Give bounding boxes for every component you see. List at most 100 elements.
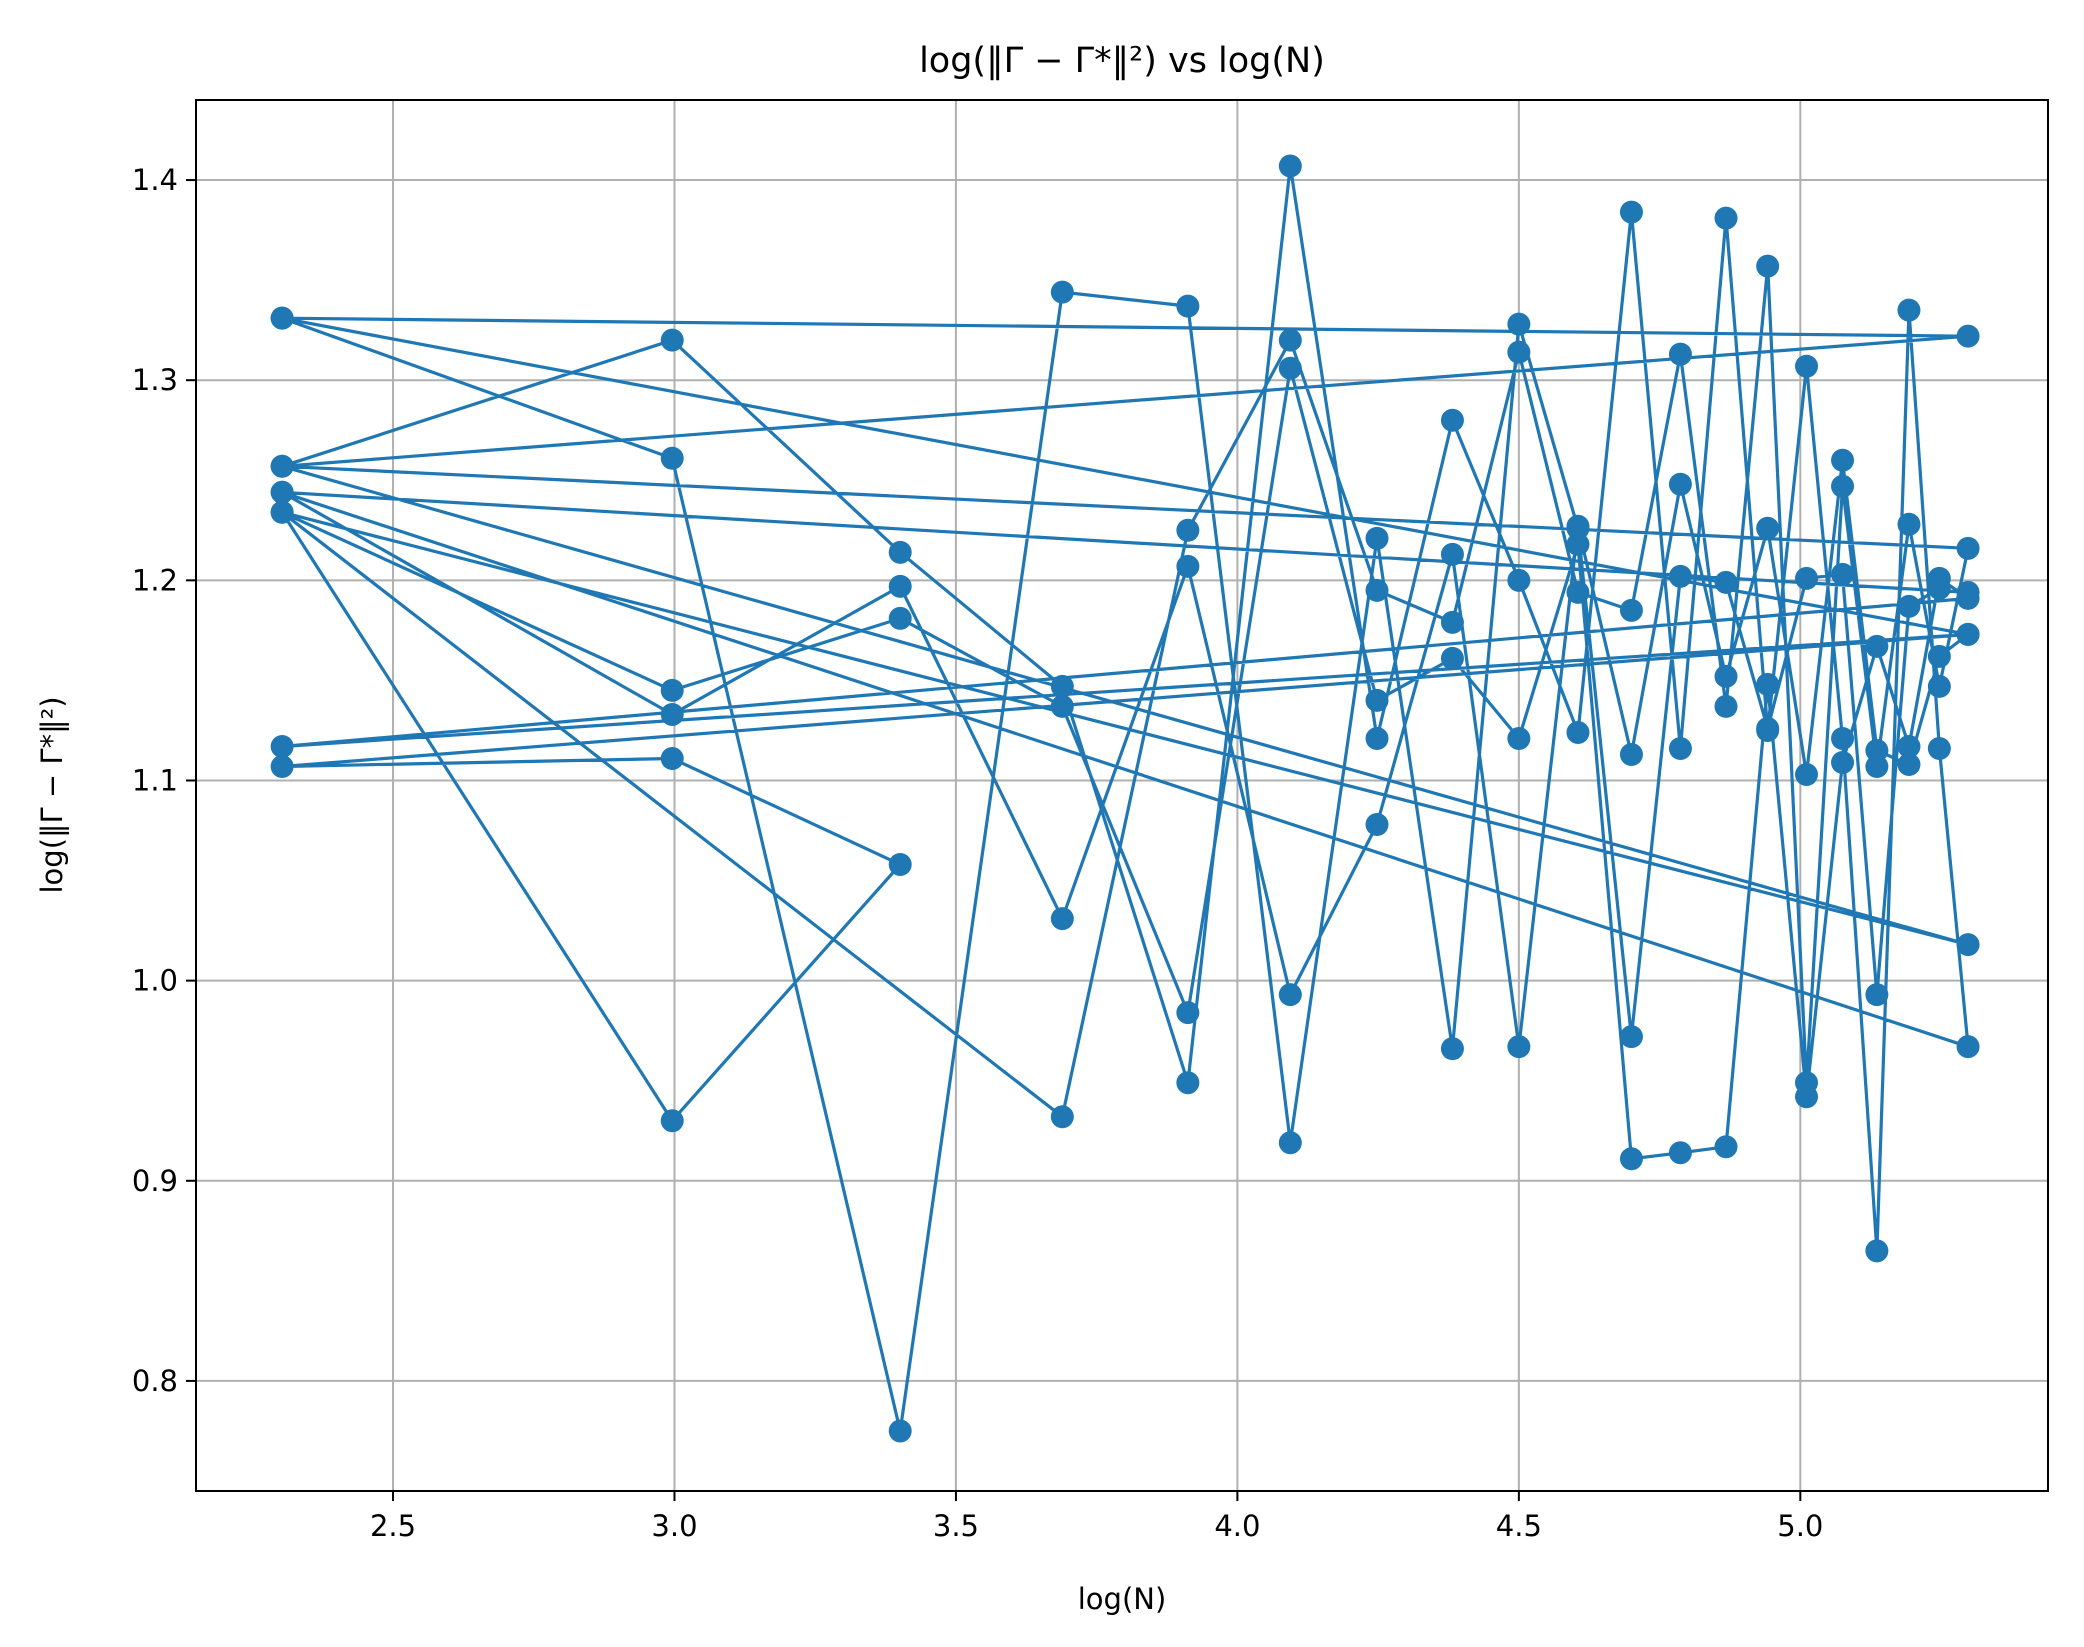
data-point bbox=[1865, 738, 1889, 762]
x-tick-label: 4.5 bbox=[1496, 1509, 1542, 1543]
data-point bbox=[1956, 536, 1980, 560]
data-point bbox=[1831, 562, 1855, 586]
data-point bbox=[1831, 448, 1855, 472]
data-point bbox=[1831, 474, 1855, 498]
data-point bbox=[1440, 610, 1464, 634]
data-point bbox=[1619, 200, 1643, 224]
data-point bbox=[270, 480, 294, 504]
data-point bbox=[888, 540, 912, 564]
data-point bbox=[1278, 328, 1302, 352]
data-point bbox=[1714, 694, 1738, 718]
data-point bbox=[1507, 726, 1531, 750]
data-point bbox=[1050, 674, 1074, 698]
data-point bbox=[888, 853, 912, 877]
data-point bbox=[1050, 694, 1074, 718]
data-point bbox=[660, 446, 684, 470]
data-point bbox=[1956, 324, 1980, 348]
data-point bbox=[1927, 576, 1951, 600]
data-point bbox=[660, 328, 684, 352]
data-point bbox=[1440, 1037, 1464, 1061]
data-point bbox=[270, 306, 294, 330]
y-tick-label: 1.1 bbox=[132, 763, 178, 797]
data-point bbox=[1956, 1035, 1980, 1059]
y-tick-label: 1.3 bbox=[132, 363, 178, 397]
chart-title: log(‖Γ − Γ*‖²) vs log(N) bbox=[919, 41, 1325, 81]
data-point bbox=[1897, 298, 1921, 322]
data-point bbox=[1668, 564, 1692, 588]
x-axis-label: log(N) bbox=[1078, 1582, 1167, 1616]
data-point bbox=[1714, 664, 1738, 688]
plot-area-frame bbox=[195, 99, 2049, 1492]
data-series bbox=[270, 154, 1980, 1443]
data-point bbox=[1897, 734, 1921, 758]
data-point bbox=[1897, 512, 1921, 536]
data-point bbox=[1507, 340, 1531, 364]
data-point bbox=[1756, 516, 1780, 540]
data-point bbox=[1176, 1071, 1200, 1095]
x-tick-label: 4.0 bbox=[1214, 1509, 1260, 1543]
data-point bbox=[1897, 594, 1921, 618]
data-point bbox=[1619, 1147, 1643, 1171]
data-point bbox=[270, 454, 294, 478]
data-point bbox=[1927, 736, 1951, 760]
y-axis-ticks: 0.8 0.9 1.0 1.1 1.2 1.3 1.4 bbox=[132, 163, 196, 1398]
y-tick-label: 0.8 bbox=[132, 1364, 178, 1398]
data-point bbox=[1831, 726, 1855, 750]
data-point bbox=[1795, 1085, 1819, 1109]
y-tick-label: 1.4 bbox=[132, 163, 178, 197]
data-point bbox=[1619, 598, 1643, 622]
data-point bbox=[1668, 1141, 1692, 1165]
data-point bbox=[1795, 762, 1819, 786]
data-point bbox=[1507, 568, 1531, 592]
data-point bbox=[1756, 672, 1780, 696]
data-point bbox=[1365, 578, 1389, 602]
y-tick-label: 1.0 bbox=[132, 964, 178, 998]
data-point bbox=[1440, 408, 1464, 432]
data-point bbox=[1756, 254, 1780, 278]
y-axis-label: log(‖Γ − Γ*‖²) bbox=[35, 696, 69, 893]
data-point bbox=[1927, 674, 1951, 698]
y-tick-label: 0.9 bbox=[132, 1164, 178, 1198]
x-tick-label: 5.0 bbox=[1777, 1509, 1823, 1543]
data-point bbox=[888, 574, 912, 598]
data-point bbox=[660, 702, 684, 726]
data-point bbox=[1956, 933, 1980, 957]
data-point bbox=[1714, 1135, 1738, 1159]
data-point bbox=[660, 678, 684, 702]
data-point bbox=[1365, 526, 1389, 550]
data-point bbox=[1440, 646, 1464, 670]
x-axis-ticks: 2.5 3.0 3.5 4.0 4.5 5.0 bbox=[370, 1491, 1823, 1543]
data-point bbox=[1795, 566, 1819, 590]
data-point bbox=[1365, 813, 1389, 837]
data-point bbox=[660, 1109, 684, 1133]
data-point bbox=[1897, 752, 1921, 776]
data-point bbox=[888, 1419, 912, 1443]
data-point bbox=[270, 500, 294, 524]
data-point bbox=[1278, 154, 1302, 178]
data-point bbox=[1668, 472, 1692, 496]
data-point bbox=[1278, 356, 1302, 380]
data-point bbox=[1795, 354, 1819, 378]
data-point bbox=[1619, 742, 1643, 766]
data-point bbox=[1714, 570, 1738, 594]
data-point bbox=[1756, 716, 1780, 740]
y-tick-label: 1.2 bbox=[132, 563, 178, 597]
data-point bbox=[1927, 644, 1951, 668]
data-point bbox=[1668, 736, 1692, 760]
data-point bbox=[1865, 1239, 1889, 1263]
data-point bbox=[1865, 754, 1889, 778]
x-tick-label: 3.0 bbox=[651, 1509, 697, 1543]
data-point bbox=[660, 746, 684, 770]
data-point bbox=[1865, 634, 1889, 658]
data-point bbox=[888, 606, 912, 630]
data-point bbox=[1956, 622, 1980, 646]
data-point bbox=[1507, 1035, 1531, 1059]
data-point bbox=[1566, 532, 1590, 556]
data-point bbox=[1050, 1105, 1074, 1129]
data-point bbox=[1566, 720, 1590, 744]
data-point bbox=[1176, 1001, 1200, 1025]
data-point bbox=[1831, 750, 1855, 774]
data-point bbox=[1714, 206, 1738, 230]
